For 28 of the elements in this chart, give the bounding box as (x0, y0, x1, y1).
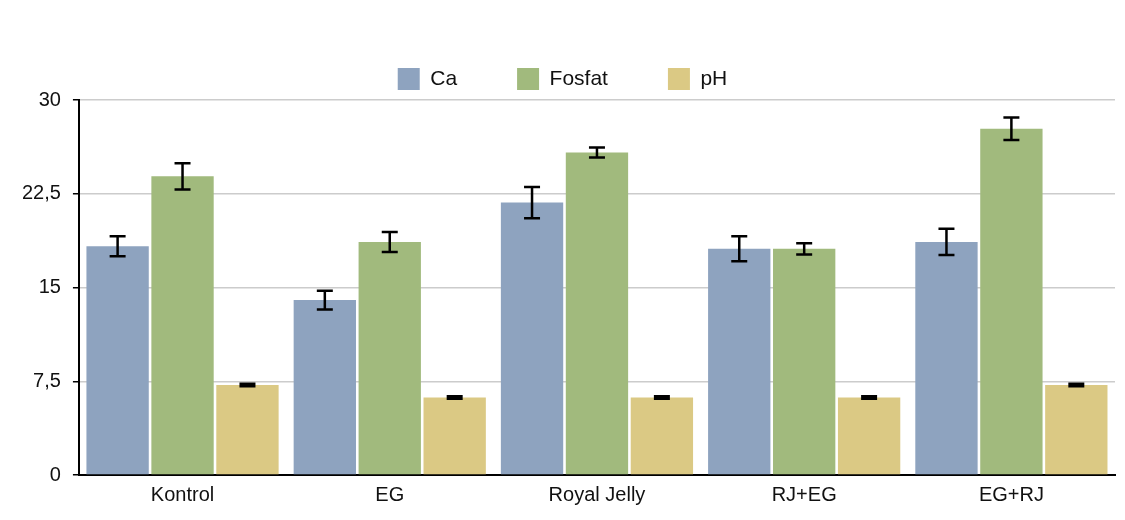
bar (293, 300, 356, 475)
y-tick-label: 15 (38, 275, 61, 298)
bar (630, 397, 694, 475)
bar (423, 397, 486, 475)
x-tick-label: EG (375, 482, 405, 505)
bar (151, 176, 214, 475)
y-tick-label: 30 (38, 87, 61, 110)
y-tick-label: 22,5 (21, 181, 61, 204)
bar (837, 397, 901, 475)
bar (358, 241, 421, 475)
bar (915, 241, 978, 475)
bar (500, 202, 564, 475)
x-tick-label: Royal Jelly (548, 482, 646, 505)
x-tick-label: EG+RJ (978, 482, 1044, 505)
legend-label: Fosfat (549, 65, 609, 89)
bar (1045, 385, 1108, 475)
y-tick-label: 7,5 (33, 368, 61, 391)
bar (980, 128, 1043, 475)
bar (708, 248, 771, 475)
bar (216, 385, 279, 475)
y-tick-label: 0 (49, 462, 61, 485)
bar (565, 152, 629, 475)
bar (86, 246, 149, 475)
x-tick-label: RJ+EG (771, 482, 837, 505)
x-tick-label: Kontrol (150, 482, 215, 505)
legend-label: Ca (430, 65, 458, 89)
bar (773, 248, 836, 475)
legend-label: pH (700, 65, 728, 89)
